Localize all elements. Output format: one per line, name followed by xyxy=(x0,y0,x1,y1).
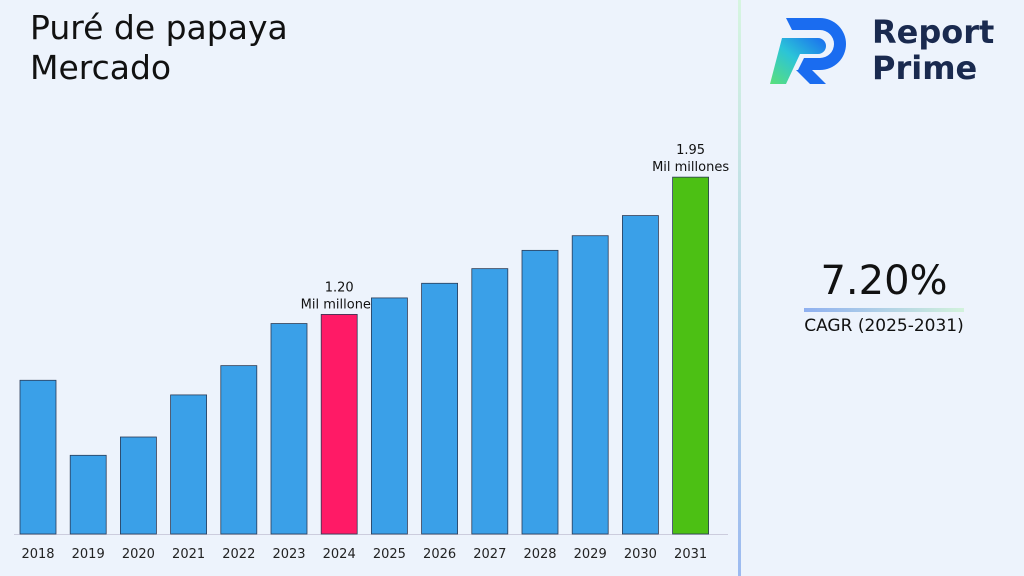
x-tick-label: 2024 xyxy=(323,547,356,562)
x-tick-label: 2028 xyxy=(523,547,556,562)
brand-line-2: Prime xyxy=(872,49,978,87)
bar-2018 xyxy=(19,379,57,535)
data-label-value: 1.20 xyxy=(325,280,354,295)
x-tick-label: 2031 xyxy=(674,547,707,562)
data-label-unit: Mil millones xyxy=(652,160,729,175)
cagr-label: CAGR (2025-2031) xyxy=(804,316,964,336)
bar-2030 xyxy=(622,215,659,535)
cagr-value: 7.20% xyxy=(820,258,948,304)
x-tick-label: 2029 xyxy=(574,547,607,562)
cagr-underline xyxy=(804,308,964,312)
title-line-2: Mercado xyxy=(30,48,172,87)
data-label-value: 1.95 xyxy=(676,143,705,158)
bar-2023 xyxy=(270,323,308,535)
bar-2031 xyxy=(672,176,709,535)
bar-2027 xyxy=(471,268,509,535)
x-tick-label: 2018 xyxy=(21,547,54,562)
bar-2028 xyxy=(521,249,559,535)
bar-2020 xyxy=(120,436,157,535)
bar-2021 xyxy=(170,394,208,535)
x-tick-label: 2023 xyxy=(272,547,305,562)
x-tick-label: 2027 xyxy=(473,547,506,562)
report-prime-logo-icon xyxy=(770,18,846,84)
bar-2025 xyxy=(370,297,408,535)
bar-2024 xyxy=(320,313,358,535)
chart-title: Puré de papaya Mercado xyxy=(30,8,288,88)
brand-line-1: Report xyxy=(872,13,995,51)
divider xyxy=(738,0,741,576)
x-tick-label: 2025 xyxy=(373,547,406,562)
bar-2022 xyxy=(220,365,258,535)
title-line-1: Puré de papaya xyxy=(30,8,288,47)
x-tick-label: 2020 xyxy=(122,547,155,562)
data-label-unit: Mil millones xyxy=(301,297,378,312)
x-tick-label: 2022 xyxy=(222,547,255,562)
bar-2026 xyxy=(421,282,459,535)
bar-2019 xyxy=(69,454,107,535)
x-tick-label: 2021 xyxy=(172,547,205,562)
x-tick-label: 2026 xyxy=(423,547,456,562)
x-tick-label: 2030 xyxy=(624,547,657,562)
x-tick-label: 2019 xyxy=(72,547,105,562)
brand-name: Report Prime xyxy=(872,14,994,86)
bar-chart: 2018 2019 2020 2021 2022 2023 2024 1.20 Mil mill… xyxy=(14,143,729,562)
bar-2029 xyxy=(571,235,609,535)
